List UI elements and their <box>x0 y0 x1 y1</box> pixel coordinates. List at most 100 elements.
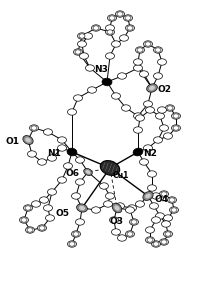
Ellipse shape <box>105 29 114 35</box>
Ellipse shape <box>91 25 101 31</box>
Text: O2: O2 <box>157 85 171 94</box>
Ellipse shape <box>67 109 76 115</box>
Ellipse shape <box>133 65 143 71</box>
Ellipse shape <box>137 48 143 52</box>
Ellipse shape <box>44 129 53 135</box>
Text: N1: N1 <box>47 149 61 158</box>
Ellipse shape <box>78 41 86 47</box>
Text: N2: N2 <box>143 149 157 158</box>
Ellipse shape <box>23 205 32 211</box>
Ellipse shape <box>103 201 112 207</box>
Ellipse shape <box>74 49 82 55</box>
Ellipse shape <box>143 145 152 151</box>
Ellipse shape <box>76 179 84 185</box>
Ellipse shape <box>169 198 175 202</box>
Ellipse shape <box>112 229 120 235</box>
Ellipse shape <box>165 232 171 236</box>
Ellipse shape <box>164 133 173 139</box>
Ellipse shape <box>38 225 46 231</box>
Ellipse shape <box>46 215 55 221</box>
Ellipse shape <box>127 26 133 30</box>
Ellipse shape <box>128 205 137 211</box>
Ellipse shape <box>117 12 123 16</box>
Ellipse shape <box>126 207 135 213</box>
Ellipse shape <box>152 241 160 247</box>
Ellipse shape <box>67 148 77 156</box>
Ellipse shape <box>102 78 112 86</box>
Ellipse shape <box>19 217 29 223</box>
Ellipse shape <box>135 201 145 207</box>
Ellipse shape <box>167 106 173 110</box>
Ellipse shape <box>27 228 33 232</box>
Ellipse shape <box>147 171 156 177</box>
Text: O4: O4 <box>155 195 169 204</box>
Ellipse shape <box>112 93 120 99</box>
Ellipse shape <box>154 47 162 53</box>
Ellipse shape <box>133 127 143 133</box>
Ellipse shape <box>171 113 181 119</box>
Ellipse shape <box>156 213 164 219</box>
Ellipse shape <box>72 193 80 199</box>
Ellipse shape <box>126 25 135 31</box>
Ellipse shape <box>160 239 168 245</box>
Ellipse shape <box>100 160 120 175</box>
Ellipse shape <box>154 73 162 79</box>
Ellipse shape <box>125 16 131 20</box>
Ellipse shape <box>38 159 46 165</box>
Ellipse shape <box>75 50 81 54</box>
Ellipse shape <box>145 227 154 233</box>
Ellipse shape <box>139 71 149 77</box>
Ellipse shape <box>155 48 161 52</box>
Ellipse shape <box>164 215 173 221</box>
Ellipse shape <box>48 189 57 195</box>
Ellipse shape <box>77 204 88 212</box>
Ellipse shape <box>152 193 160 199</box>
Ellipse shape <box>154 137 162 143</box>
Ellipse shape <box>25 206 31 210</box>
Ellipse shape <box>63 163 72 169</box>
Ellipse shape <box>80 53 88 59</box>
Ellipse shape <box>164 231 173 237</box>
Ellipse shape <box>118 235 126 241</box>
Text: N3: N3 <box>94 65 108 74</box>
Ellipse shape <box>31 126 37 130</box>
Ellipse shape <box>170 207 179 213</box>
Ellipse shape <box>173 126 179 130</box>
Ellipse shape <box>105 25 114 31</box>
Text: Cu1: Cu1 <box>113 171 129 180</box>
Ellipse shape <box>130 219 139 225</box>
Ellipse shape <box>109 16 115 20</box>
Ellipse shape <box>76 219 84 225</box>
Ellipse shape <box>88 87 97 93</box>
Ellipse shape <box>173 114 179 118</box>
Ellipse shape <box>147 185 156 191</box>
Ellipse shape <box>40 197 48 203</box>
Ellipse shape <box>120 35 128 41</box>
Ellipse shape <box>112 203 122 213</box>
Ellipse shape <box>74 95 82 101</box>
Ellipse shape <box>57 177 67 183</box>
Ellipse shape <box>158 107 166 113</box>
Ellipse shape <box>143 41 152 47</box>
Ellipse shape <box>171 208 177 212</box>
Ellipse shape <box>152 217 160 223</box>
Ellipse shape <box>135 115 145 121</box>
Ellipse shape <box>133 113 143 119</box>
Ellipse shape <box>168 197 177 203</box>
Ellipse shape <box>133 148 143 156</box>
Text: O3: O3 <box>110 217 124 226</box>
Ellipse shape <box>69 242 75 246</box>
Ellipse shape <box>105 53 114 59</box>
Ellipse shape <box>29 125 38 131</box>
Ellipse shape <box>57 145 67 151</box>
Ellipse shape <box>153 242 159 246</box>
Ellipse shape <box>147 84 157 92</box>
Ellipse shape <box>161 192 167 196</box>
Ellipse shape <box>161 240 167 244</box>
Ellipse shape <box>105 193 114 199</box>
Ellipse shape <box>149 203 158 209</box>
Ellipse shape <box>72 231 80 237</box>
Ellipse shape <box>73 232 79 236</box>
Ellipse shape <box>158 59 166 65</box>
Ellipse shape <box>145 237 154 243</box>
